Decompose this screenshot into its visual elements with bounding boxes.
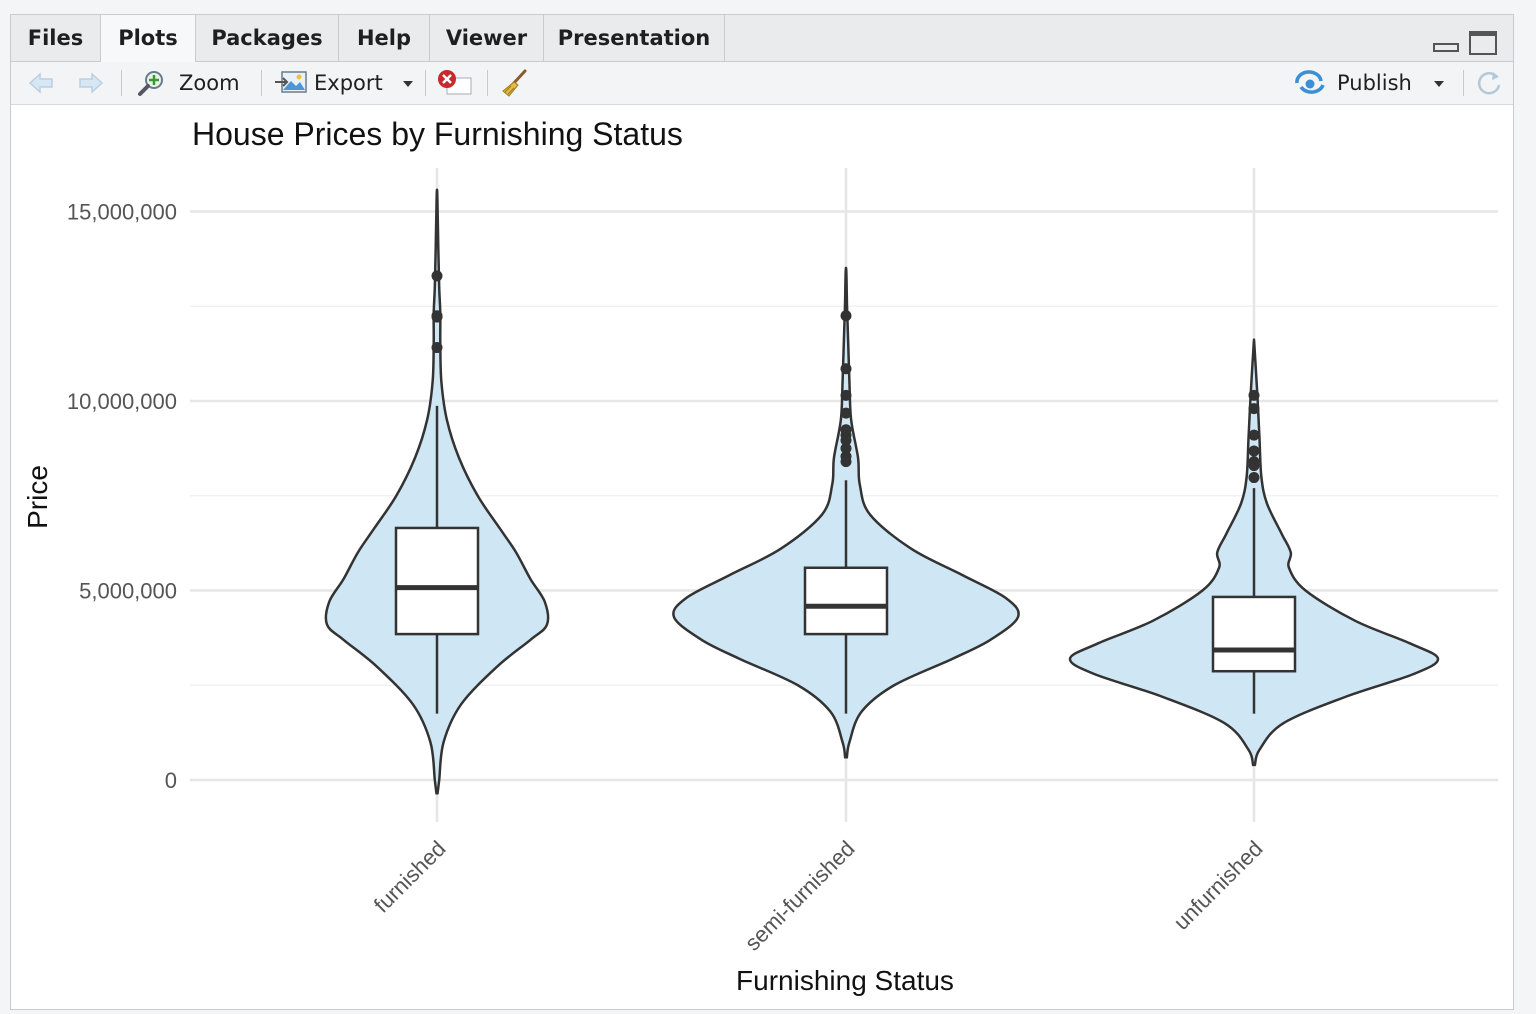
y-tick-label: 10,000,000	[67, 389, 177, 414]
boxplot-unfurnished	[1211, 389, 1297, 714]
outlier-point	[431, 270, 443, 282]
outlier-point	[840, 424, 852, 436]
plots-toolbar: Zoom Export	[11, 62, 1513, 105]
tab-presentation[interactable]: Presentation	[544, 15, 725, 61]
toolbar-separator	[121, 70, 122, 96]
x-axis-label: Furnishing Status	[736, 965, 954, 996]
outlier-point	[431, 342, 443, 354]
outlier-point	[1248, 403, 1260, 415]
outlier-point	[431, 311, 443, 323]
toolbar-separator	[425, 70, 426, 96]
minimize-pane-icon[interactable]	[1433, 43, 1459, 52]
outlier-point	[1248, 472, 1260, 484]
y-tick-label: 0	[165, 768, 177, 793]
export-image-icon	[275, 71, 307, 93]
tab-help[interactable]: Help	[339, 15, 430, 61]
iqr-box	[803, 566, 889, 636]
iqr-box	[394, 526, 480, 636]
publish-icon	[1295, 70, 1325, 94]
y-tick-label: 15,000,000	[67, 200, 177, 225]
publish-label: Publish	[1337, 71, 1412, 95]
boxplot-furnished	[394, 270, 480, 714]
export-label: Export	[314, 71, 383, 95]
toolbar-separator	[487, 70, 488, 96]
tab-plots[interactable]: Plots	[101, 15, 196, 62]
chevron-down-icon	[1434, 81, 1444, 87]
outlier-point	[840, 389, 852, 401]
iqr-box	[1211, 595, 1297, 673]
boxplots	[394, 270, 1297, 714]
zoom-icon	[138, 71, 163, 96]
outlier-point	[840, 442, 852, 454]
outlier-point	[1248, 429, 1260, 441]
arrow-left-icon[interactable]	[27, 69, 55, 97]
violins	[324, 188, 1440, 795]
outlier-point	[840, 363, 852, 375]
arrow-right-icon[interactable]	[77, 69, 105, 97]
remove-plot-icon[interactable]	[435, 69, 475, 97]
axes: 0 5,000,000 10,000,000 15,000,000 furnished s…	[67, 200, 1268, 956]
outlier-point	[840, 450, 852, 462]
toolbar-separator	[261, 70, 262, 96]
zoom-label: Zoom	[179, 71, 240, 95]
x-tick-label: furnished	[369, 836, 451, 918]
outlier-point	[840, 310, 852, 322]
x-tick-label: unfurnished	[1169, 836, 1268, 935]
boxplot-semi-furnished	[803, 310, 889, 714]
tab-viewer[interactable]: Viewer	[430, 15, 544, 61]
tab-bar: Files Plots Packages Help Viewer Present…	[11, 15, 1513, 62]
outlier-point	[1248, 456, 1260, 468]
broom-icon[interactable]	[499, 69, 527, 97]
y-axis-label: Price	[22, 465, 53, 529]
x-tick-label: semi-furnished	[740, 836, 860, 956]
refresh-icon[interactable]	[1475, 69, 1503, 97]
chart-title: House Prices by Furnishing Status	[192, 116, 683, 152]
publish-button[interactable]: Publish	[1293, 62, 1453, 104]
tab-packages[interactable]: Packages	[196, 15, 339, 61]
chevron-down-icon	[403, 81, 413, 87]
maximize-pane-icon[interactable]	[1469, 31, 1497, 55]
toolbar-separator	[1463, 70, 1464, 96]
outlier-point	[1248, 445, 1260, 457]
zoom-button[interactable]: Zoom	[137, 62, 249, 104]
export-button[interactable]: Export	[274, 62, 413, 104]
outlier-point	[840, 407, 852, 419]
tab-files[interactable]: Files	[11, 15, 101, 61]
outlier-point	[1248, 389, 1260, 401]
y-tick-label: 5,000,000	[79, 579, 177, 604]
